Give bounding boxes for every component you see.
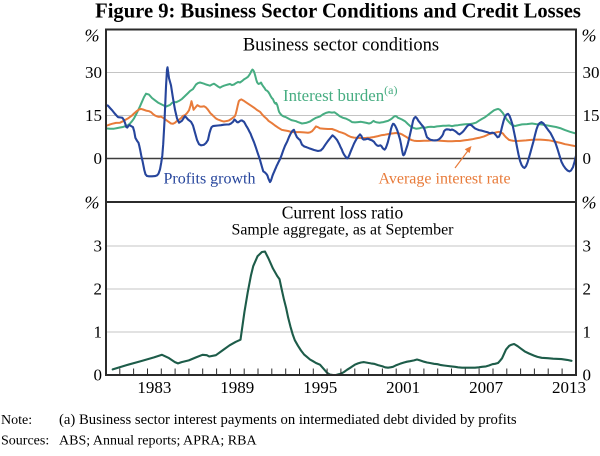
svg-text:3: 3 [94,237,103,256]
svg-text:Figure 9: Business Sector Cond: Figure 9: Business Sector Conditions and… [95,1,581,23]
svg-text:Sample aggregate, as at Septem: Sample aggregate, as at September [232,222,455,239]
svg-text:1989: 1989 [220,378,254,397]
svg-text:0: 0 [583,366,592,385]
svg-text:2007: 2007 [469,378,504,397]
svg-text:Profits growth: Profits growth [164,171,256,188]
svg-text:ABS; Annual reports; APRA; RBA: ABS; Annual reports; APRA; RBA [59,434,257,449]
svg-text:1983: 1983 [137,378,171,397]
svg-text:Sources:: Sources: [1,434,49,449]
svg-text:1: 1 [94,323,103,342]
svg-text:0: 0 [94,366,103,385]
svg-text:Interest burden(a): Interest burden(a) [283,83,397,105]
svg-text:2: 2 [583,280,592,299]
svg-text:2013: 2013 [552,378,586,397]
svg-text:%: % [582,26,597,46]
svg-text:15: 15 [583,106,600,125]
svg-text:Note:: Note: [1,413,32,428]
svg-text:Current loss ratio: Current loss ratio [282,203,404,223]
svg-text:(a) Business sector interest p: (a) Business sector interest payments on… [59,412,517,428]
svg-text:Average interest rate: Average interest rate [379,171,511,188]
svg-text:0: 0 [583,149,592,168]
svg-text:%: % [85,26,100,46]
svg-text:Business sector conditions: Business sector conditions [243,36,439,56]
svg-text:1995: 1995 [303,378,337,397]
svg-text:30: 30 [85,63,102,82]
svg-text:2: 2 [94,280,103,299]
svg-text:15: 15 [85,106,102,125]
svg-text:2001: 2001 [386,378,420,397]
svg-text:3: 3 [583,237,592,256]
svg-text:1: 1 [583,323,592,342]
svg-text:0: 0 [94,149,103,168]
svg-text:30: 30 [583,63,600,82]
svg-text:%: % [85,193,100,213]
svg-text:%: % [582,193,597,213]
